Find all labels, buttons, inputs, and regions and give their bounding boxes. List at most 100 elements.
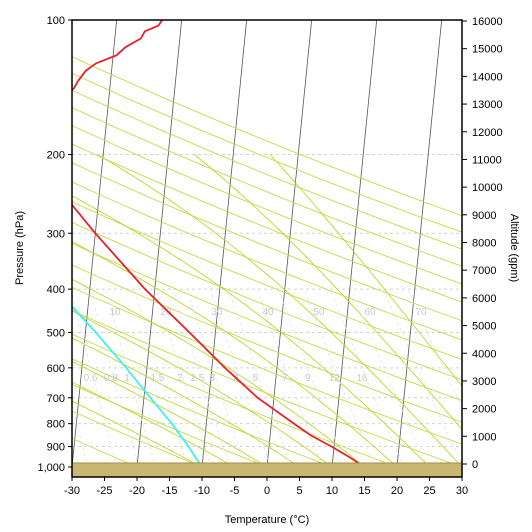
isotherm-line	[72, 20, 118, 464]
mixing-ratio-line	[187, 288, 245, 464]
y2-tick-label: 0	[472, 459, 478, 471]
moist-adiabat-label: 70	[415, 307, 427, 318]
moist-adiabat-label: 40	[262, 307, 274, 318]
mixing-ratio-label: 1.5	[150, 373, 164, 384]
dewpoint-line	[72, 305, 202, 464]
x-tick-label: 0	[264, 485, 270, 497]
x-tick-label: -30	[64, 485, 80, 497]
y-axis-left: 100 200 300 400 500 600 700 800 900 1,000	[37, 15, 72, 474]
mixing-ratio-line	[330, 288, 404, 464]
mixing-ratio-label: 2	[177, 373, 183, 384]
dry-adiabat-line	[72, 181, 462, 341]
dry-adiabat-line	[72, 72, 462, 233]
mixing-ratio-label: 0.6	[84, 373, 98, 384]
y2-tick-label: 10000	[472, 182, 503, 194]
y2-tick-label: 6000	[472, 293, 496, 305]
x-tick-label: -25	[97, 485, 113, 497]
y2-tick-label: 3000	[472, 376, 496, 388]
isotherm-line	[201, 20, 248, 464]
moist-adiabat-line	[194, 154, 462, 431]
y2-tick-label: 5000	[472, 321, 496, 333]
mixing-ratio-line	[350, 288, 427, 464]
mixing-ratio-line	[228, 288, 291, 464]
mixing-ratio-label: 16	[356, 373, 368, 384]
dry-adiabat-line	[72, 383, 261, 464]
y2-tick-label: 14000	[472, 71, 503, 83]
mixing-ratio-line	[105, 288, 156, 464]
y2-tick-label: 2000	[472, 404, 496, 416]
dry-adiabat-line	[72, 333, 391, 464]
isotherm-line	[266, 20, 313, 464]
y-tick-label: 100	[47, 15, 65, 27]
x-tick-label: 20	[391, 485, 403, 497]
mixing-ratio-label: 7	[282, 373, 288, 384]
dry-adiabat-line	[72, 143, 462, 303]
y2-tick-label: 1000	[472, 431, 496, 443]
mixing-ratio-label: 9	[305, 373, 311, 384]
isotherm-line	[136, 20, 183, 464]
mixing-ratio-label: 2.5	[190, 373, 204, 384]
mixing-ratio-line	[89, 289, 139, 464]
dry-adiabat-line	[72, 410, 196, 464]
x-tick-label: 10	[326, 485, 338, 497]
mixing-ratio-label: 0.8	[104, 373, 118, 384]
mixing-ratio-label: 3	[209, 373, 215, 384]
y2-tick-label: 12000	[472, 127, 503, 139]
y-tick-label: 1,000	[37, 462, 65, 474]
moist-adiabat-line	[72, 195, 428, 464]
y-tick-label: 800	[47, 419, 65, 431]
dry-adiabat-line	[72, 56, 462, 217]
moist-adiabat-line	[72, 400, 198, 464]
guide-labels: 0.20.40.60.811.522.534579121610203040506…	[84, 307, 427, 384]
moist-adiabat-label: 10	[109, 307, 121, 318]
x-tick-label: -5	[230, 485, 240, 497]
y-tick-label: 400	[47, 284, 65, 296]
dry-adiabat-line	[72, 201, 462, 361]
dry-adiabat-line	[72, 309, 455, 464]
moist-adiabat-line	[72, 241, 395, 464]
y-axis-title: Pressure (hPa)	[14, 211, 26, 285]
mixing-ratio-lines	[72, 288, 462, 464]
mixing-ratio-line	[209, 288, 271, 464]
plot-area: 0.20.40.60.811.522.534579121610203040506…	[72, 20, 462, 464]
moist-adiabat-line	[72, 310, 329, 464]
dry-adiabat-line	[72, 221, 462, 381]
dry-adiabat-line	[72, 125, 462, 285]
y2-tick-label: 7000	[472, 265, 496, 277]
ground-band	[71, 462, 463, 478]
y2-tick-label: 11000	[472, 154, 502, 166]
isotherm-line	[396, 20, 443, 464]
dry-adiabat-line	[72, 107, 462, 267]
moist-adiabat-label: 20	[160, 307, 172, 318]
mixing-ratio-line	[278, 288, 346, 464]
dry-adiabat-line	[72, 242, 462, 402]
mixing-ratio-line	[256, 288, 322, 464]
moist-adiabat-line	[72, 278, 362, 464]
moist-adiabat-label: 50	[313, 307, 325, 318]
moist-adiabat-label: 30	[211, 307, 223, 318]
mixing-ratio-line	[134, 288, 188, 464]
profile-lines	[72, 20, 362, 464]
moist-adiabat-line	[269, 154, 462, 387]
dry-adiabat-line	[72, 162, 462, 322]
y2-axis-title: Altitude (gpm)	[508, 214, 520, 282]
dry-adiabat-line	[72, 286, 462, 445]
moist-adiabat-label: 60	[364, 307, 376, 318]
dry-adiabat-line	[72, 89, 462, 250]
y-tick-label: 700	[47, 393, 65, 405]
y2-tick-label: 13000	[472, 99, 503, 111]
dry-adiabat-line	[72, 264, 462, 423]
y2-tick-label: 16000	[472, 16, 503, 28]
x-tick-label: 15	[358, 485, 370, 497]
moist-adiabat-line	[72, 360, 263, 464]
x-tick-label: 25	[423, 485, 435, 497]
moist-adiabat-line	[97, 154, 460, 464]
y-tick-label: 200	[47, 150, 65, 162]
y2-tick-label: 4000	[472, 348, 496, 360]
mixing-ratio-line	[172, 288, 230, 464]
y-tick-label: 300	[47, 228, 65, 240]
y2-tick-label: 9000	[472, 210, 496, 222]
mixing-ratio-label: 1	[124, 373, 130, 384]
y-tick-label: 500	[47, 327, 65, 339]
